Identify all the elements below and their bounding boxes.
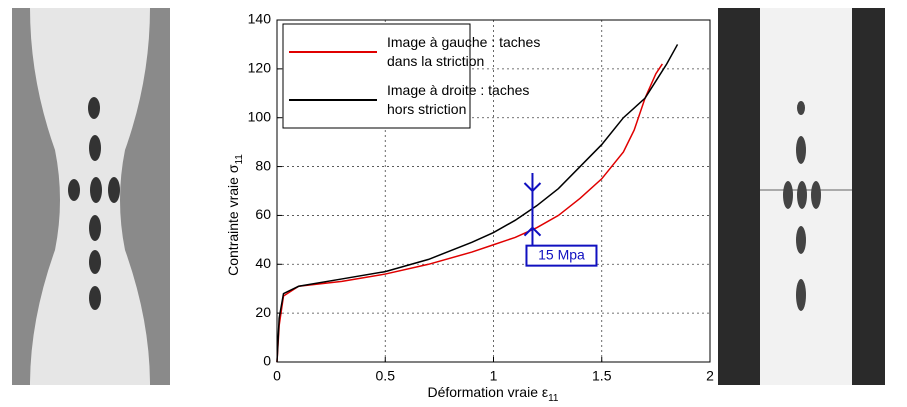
x-axis-label: Déformation vraie ε11 xyxy=(427,384,558,404)
annotation-arrowhead xyxy=(523,226,542,237)
legend: Image à gauche : taches dans la striction… xyxy=(282,23,540,129)
y-axis-label: Contrainte vraie σ11 xyxy=(225,154,245,276)
series-line xyxy=(276,44,679,363)
x-tick-label: 0.5 xyxy=(376,368,396,384)
y-tick-label: 80 xyxy=(255,157,271,173)
ylabel-bg xyxy=(222,130,240,300)
y-tick-label: 40 xyxy=(255,255,271,271)
left-photo xyxy=(12,8,170,385)
x-tick-label: 2 xyxy=(706,368,714,384)
plot-frame xyxy=(276,19,711,363)
y-tick-label: 0 xyxy=(263,353,271,369)
y-tick-label: 100 xyxy=(248,108,272,124)
x-tick-label: 1 xyxy=(490,368,498,384)
legend-box xyxy=(282,23,471,129)
x-tick-label: 1.5 xyxy=(592,368,612,384)
y-tick-label: 120 xyxy=(248,60,272,76)
y-tick-label: 60 xyxy=(255,206,271,222)
annotation-box xyxy=(525,244,598,267)
right-photo xyxy=(718,8,885,385)
annotation-label: 15 Mpa xyxy=(538,246,585,262)
legend-label: Image à droite : taches hors striction xyxy=(387,82,529,117)
y-tick-label: 140 xyxy=(248,11,272,27)
x-tick-label: 0 xyxy=(273,368,281,384)
annotation-arrowhead xyxy=(523,182,542,193)
legend-label: Image à gauche : taches dans la striction xyxy=(387,34,540,69)
y-tick-label: 20 xyxy=(255,304,271,320)
